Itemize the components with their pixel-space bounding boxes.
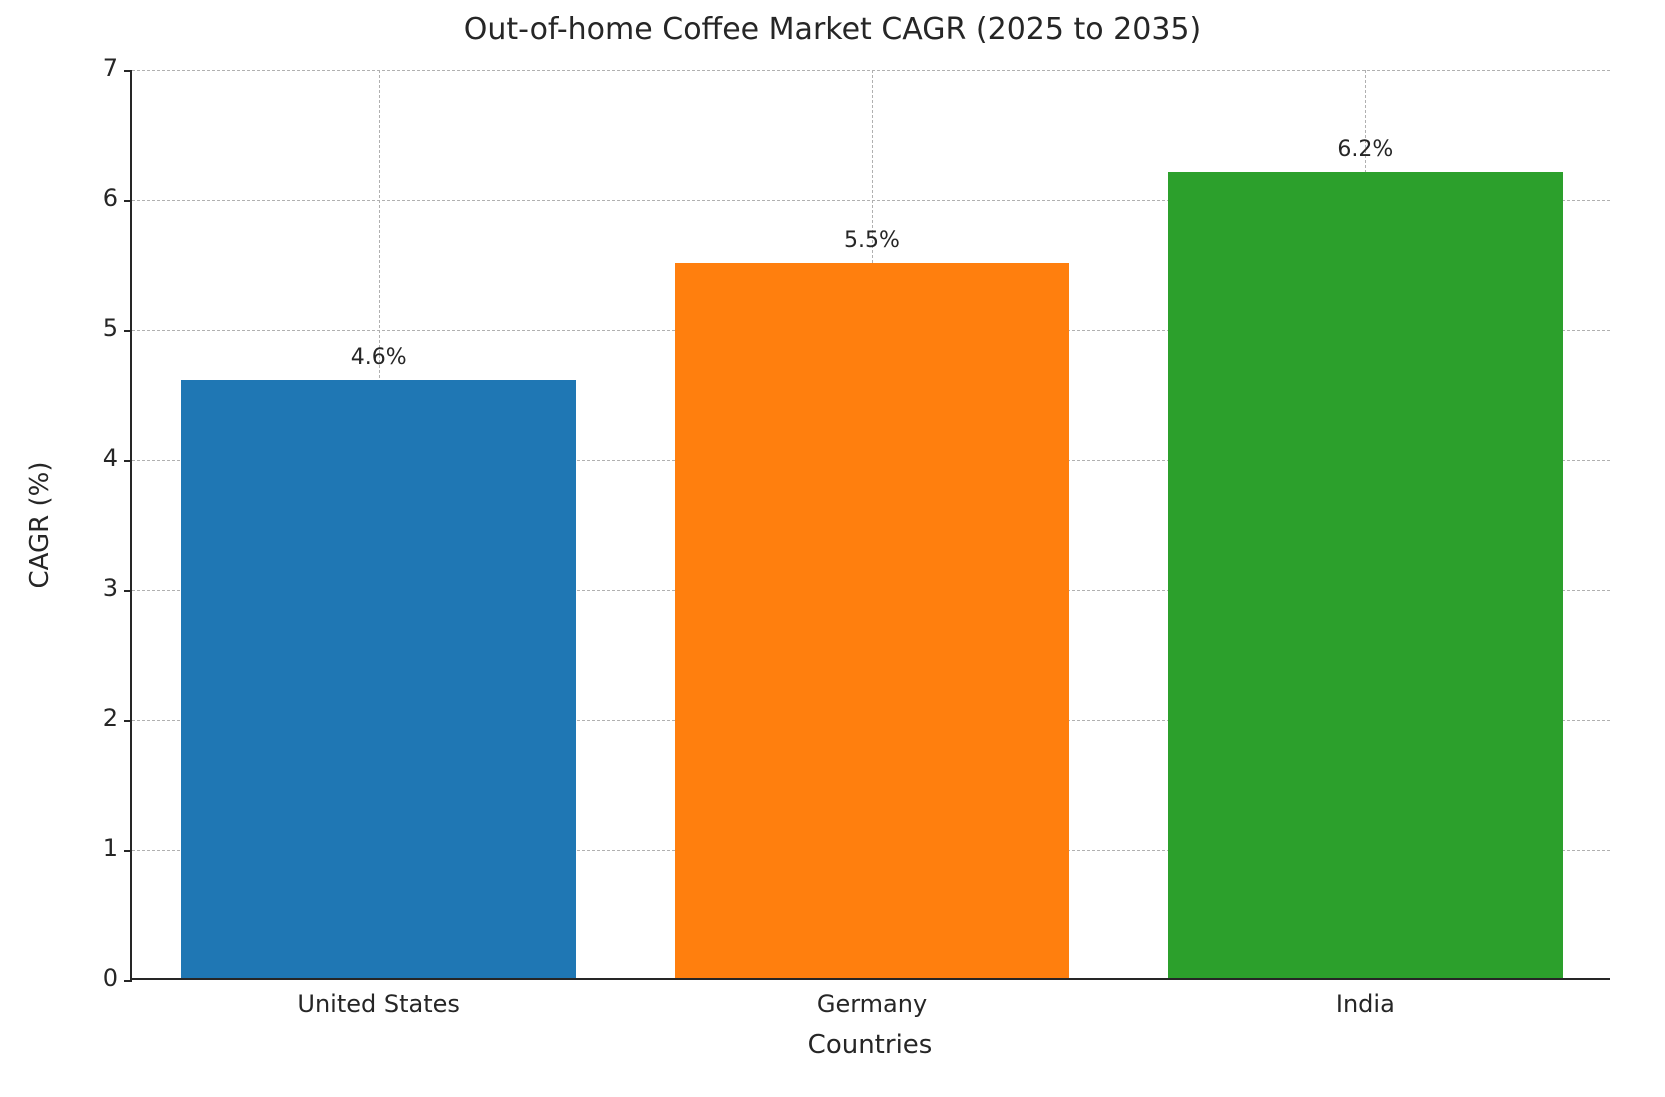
- bar-value-label: 4.6%: [351, 345, 407, 370]
- bar: [181, 380, 576, 978]
- xtick-label: United States: [297, 978, 460, 1018]
- ytick-label: 7: [103, 54, 132, 82]
- bar-value-label: 5.5%: [844, 228, 900, 253]
- bar: [1168, 172, 1563, 978]
- ytick-label: 2: [103, 704, 132, 732]
- chart-container: Out-of-home Coffee Market CAGR (2025 to …: [0, 0, 1665, 1097]
- gridline: [132, 70, 1610, 71]
- plot-area: 012345674.6%United States5.5%Germany6.2%…: [130, 70, 1610, 980]
- xtick-label: Germany: [817, 978, 927, 1018]
- ytick-label: 5: [103, 314, 132, 342]
- ytick-label: 0: [103, 964, 132, 992]
- ytick-label: 1: [103, 834, 132, 862]
- xtick-label: India: [1336, 978, 1395, 1018]
- x-axis-label: Countries: [808, 1030, 933, 1060]
- bar: [675, 263, 1070, 978]
- ytick-label: 3: [103, 574, 132, 602]
- y-axis-label: CAGR (%): [25, 462, 55, 589]
- chart-title: Out-of-home Coffee Market CAGR (2025 to …: [0, 12, 1665, 47]
- ytick-label: 6: [103, 184, 132, 212]
- bar-value-label: 6.2%: [1337, 137, 1393, 162]
- ytick-label: 4: [103, 444, 132, 472]
